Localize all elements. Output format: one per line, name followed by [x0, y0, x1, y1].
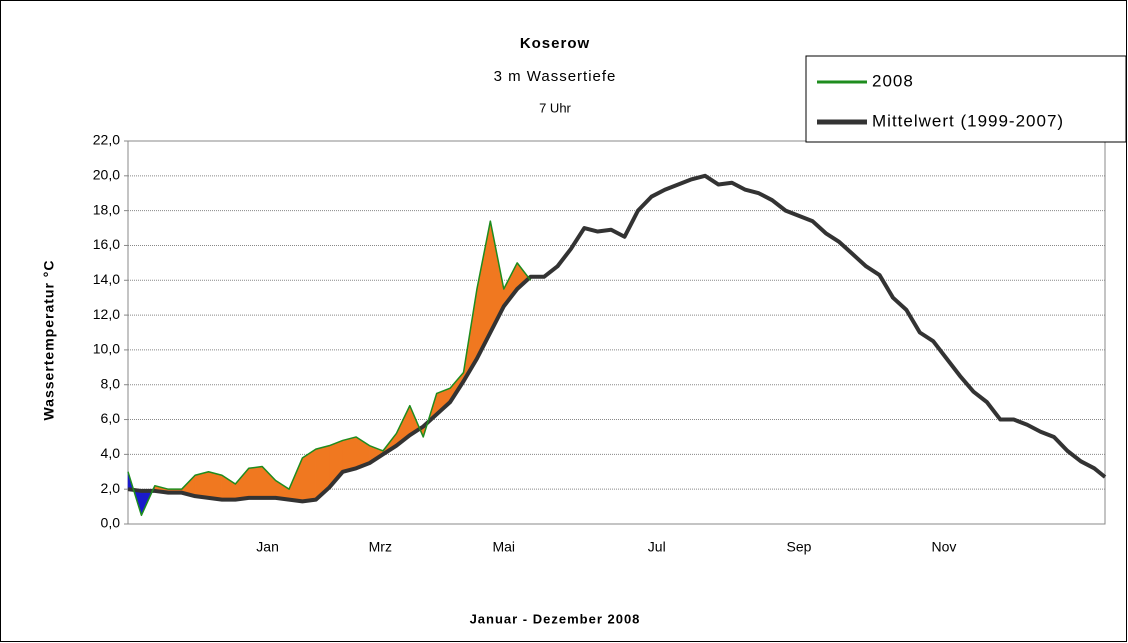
legend-label: 2008 [872, 71, 914, 90]
y-tick-label: 4,0 [101, 445, 121, 461]
difference-area [248, 466, 263, 499]
legend-box [805, 55, 1127, 143]
difference-area [342, 436, 357, 473]
legend-label: Mittelwert (1999-2007) [872, 111, 1064, 130]
series-line [127, 173, 1107, 504]
chart-title: Koserow [520, 35, 590, 52]
y-tick-label: 6,0 [101, 410, 121, 426]
annotation: 7 Uhr [539, 100, 571, 115]
y-tick-label: 18,0 [93, 201, 120, 217]
y-tick-label: 10,0 [93, 341, 120, 357]
y-tick-label: 8,0 [101, 375, 121, 391]
x-tick-label: Jul [648, 539, 666, 555]
x-axis-label: Januar - Dezember 2008 [470, 611, 641, 626]
difference-area [208, 471, 223, 500]
y-tick-label: 20,0 [93, 167, 120, 183]
y-tick-label: 2,0 [101, 480, 121, 496]
y-tick-label: 22,0 [93, 132, 120, 148]
plot-area [127, 140, 1106, 525]
x-tick-label: Sep [787, 539, 812, 555]
y-tick-label: 12,0 [93, 306, 120, 322]
difference-area [194, 471, 209, 499]
x-tick-label: Mai [492, 539, 515, 555]
y-axis-label: Wassertemperatur °C [41, 259, 57, 420]
chart-subtitle: 3 m Wassertiefe [494, 68, 617, 85]
x-tick-label: Jan [256, 539, 279, 555]
y-tick-label: 16,0 [93, 236, 120, 252]
y-tick-label: 14,0 [93, 271, 120, 287]
series-line [127, 220, 532, 517]
y-tick-label: 0,0 [101, 515, 121, 531]
x-tick-label: Nov [932, 539, 957, 555]
x-tick-label: Mrz [369, 539, 392, 555]
